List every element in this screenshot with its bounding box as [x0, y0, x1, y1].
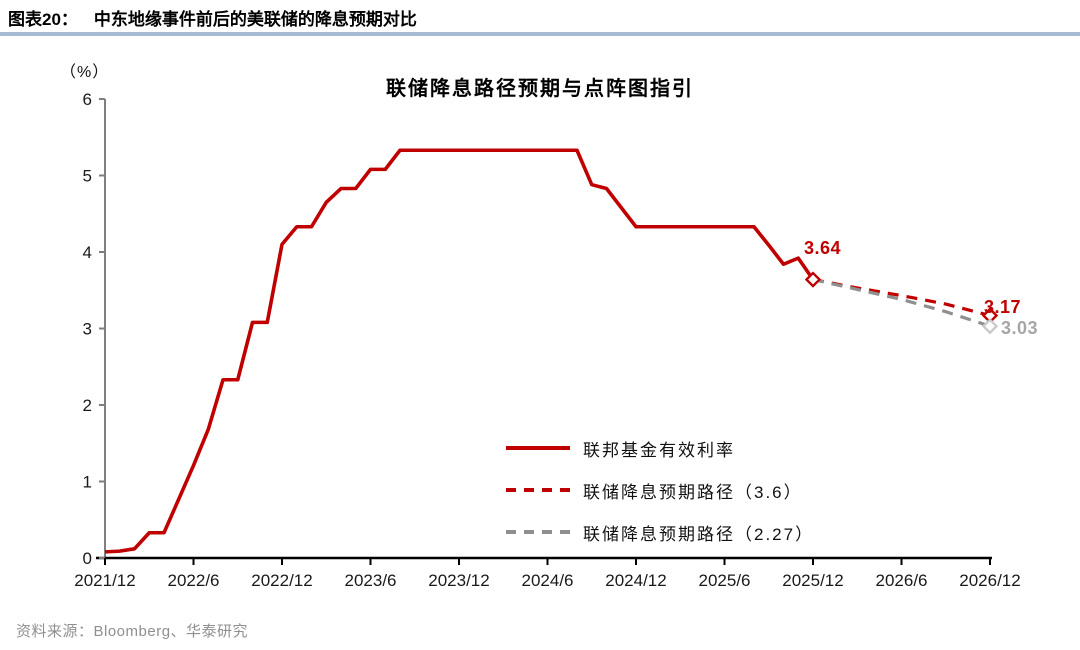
data-label-gray-path-end: 3.03 [1001, 318, 1039, 338]
svg-text:2022/6: 2022/6 [168, 571, 220, 590]
svg-text:2024/6: 2024/6 [522, 571, 574, 590]
svg-text:2023/12: 2023/12 [428, 571, 489, 590]
svg-text:2025/6: 2025/6 [699, 571, 751, 590]
axes: 0 1 2 3 4 5 6 2021/12 2022/6 2022/12 2023/6 2023/12… [74, 90, 1020, 590]
legend-label: 联储降息预期路径（2.27） [583, 524, 815, 544]
legend-dashed-red-line-swatch [506, 488, 570, 492]
legend-item-path-3-6: 联储降息预期路径（3.6） [506, 478, 814, 502]
svg-text:2022/12: 2022/12 [251, 571, 312, 590]
figure-title: 中东地缘事件前后的美联储的降息预期对比 [93, 10, 417, 29]
svg-text:1: 1 [83, 473, 92, 492]
svg-text:5: 5 [83, 167, 92, 186]
svg-text:2024/12: 2024/12 [605, 571, 666, 590]
svg-text:2026/6: 2026/6 [876, 571, 928, 590]
figure-header: 图表20： 中东地缘事件前后的美联储的降息预期对比 [8, 5, 417, 30]
svg-text:3: 3 [83, 320, 92, 339]
diamond-marker [804, 271, 822, 288]
svg-text:2: 2 [83, 396, 92, 415]
chart-title: 联储降息路径预期与点阵图指引 [386, 78, 694, 100]
legend-solid-red-line-swatch [506, 446, 570, 450]
svg-text:2023/6: 2023/6 [345, 571, 397, 590]
data-label-red-path-end: 3.17 [984, 297, 1022, 317]
legend-item-path-2-27: 联储降息预期路径（2.27） [506, 520, 814, 544]
svg-text:4: 4 [83, 243, 92, 262]
legend-label: 联邦基金有效利率 [583, 440, 735, 460]
svg-text:2021/12: 2021/12 [74, 571, 135, 590]
legend-label: 联储降息预期路径（3.6） [583, 482, 803, 502]
figure-tag: 图表20： [8, 10, 78, 29]
header-divider [0, 32, 1080, 36]
svg-text:2025/12: 2025/12 [782, 571, 843, 590]
series-line-0 [104, 148, 815, 554]
svg-text:6: 6 [83, 90, 92, 109]
series-line-2 [812, 277, 991, 328]
legend-item-effective-rate: 联邦基金有效利率 [506, 436, 814, 460]
svg-text:0: 0 [83, 549, 92, 568]
svg-text:2026/12: 2026/12 [959, 571, 1020, 590]
y-axis-unit-label: （%） [60, 64, 110, 81]
data-label-last-actual: 3.64 [804, 238, 842, 258]
diamond-marker [981, 318, 999, 335]
chart-legend: 联邦基金有效利率 联储降息预期路径（3.6） 联储降息预期路径（2.27） [506, 436, 814, 562]
legend-dashed-gray-line-swatch [506, 530, 570, 534]
source-note: 资料来源：Bloomberg、华泰研究 [16, 623, 249, 640]
